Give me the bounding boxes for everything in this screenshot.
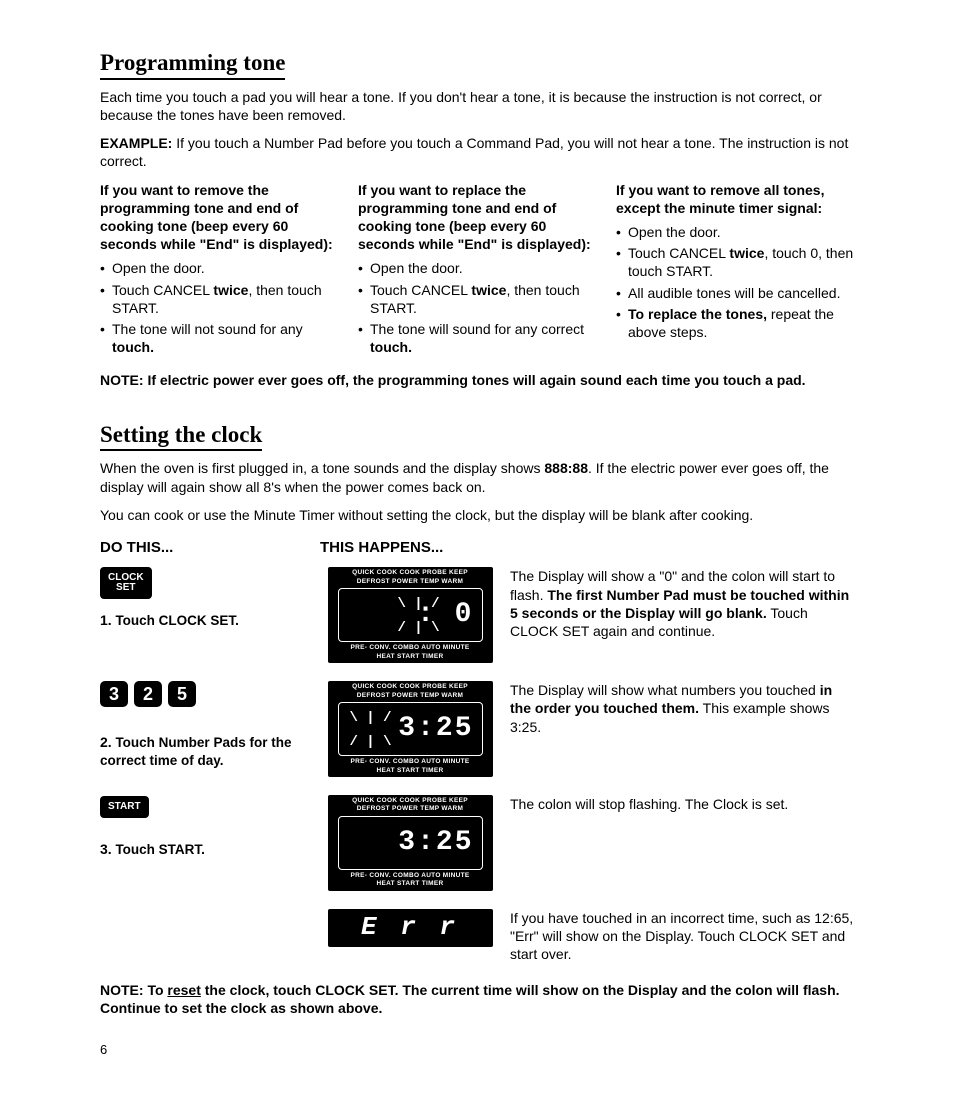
list-item: Open the door. bbox=[616, 223, 854, 241]
step-row-2: 3 2 5 2. Touch Number Pads for the corre… bbox=[100, 681, 854, 777]
col-remove-tone: If you want to remove the programming to… bbox=[100, 181, 338, 360]
col-head: If you want to remove the programming to… bbox=[100, 181, 338, 254]
note-reset: NOTE: To reset the clock, touch CLOCK SE… bbox=[100, 981, 854, 1017]
step-row-1: CLOCK SET 1. Touch CLOCK SET. QUICK COOK… bbox=[100, 567, 854, 663]
intro-paragraph: Each time you touch a pad you will hear … bbox=[100, 88, 854, 124]
col-head: If you want to replace the programming t… bbox=[358, 181, 596, 254]
num-key-3: 3 bbox=[100, 681, 128, 707]
col-replace-tone: If you want to replace the programming t… bbox=[358, 181, 596, 360]
step-2-result: The Display will show what numbers you t… bbox=[500, 681, 854, 736]
section-title-setting-clock: Setting the clock bbox=[100, 420, 262, 452]
do-this-header: DO THIS... bbox=[100, 538, 320, 558]
display-panel: QUICK COOK COOK PROBE KEEP DEFROST POWER… bbox=[328, 567, 493, 663]
note-power-off: NOTE: If electric power ever goes off, t… bbox=[100, 371, 854, 389]
err-display: E r r bbox=[328, 909, 493, 947]
start-key: START bbox=[100, 796, 149, 818]
step-2-text: 2. Touch Number Pads for the correct tim… bbox=[100, 733, 310, 769]
example-text: If you touch a Number Pad before you tou… bbox=[100, 135, 848, 169]
err-text: If you have touched in an incorrect time… bbox=[500, 909, 854, 964]
list-item: Open the door. bbox=[100, 259, 338, 277]
display-panel: QUICK COOK COOK PROBE KEEP DEFROST POWER… bbox=[328, 795, 493, 891]
err-row: E r r If you have touched in an incorrec… bbox=[100, 909, 854, 964]
num-key-2: 2 bbox=[134, 681, 162, 707]
example-label: EXAMPLE: bbox=[100, 135, 172, 151]
list-item: The tone will sound for any correct touc… bbox=[358, 320, 596, 356]
list-item: Touch CANCEL twice, then touch START. bbox=[358, 281, 596, 317]
num-key-5: 5 bbox=[168, 681, 196, 707]
display-panel: QUICK COOK COOK PROBE KEEP DEFROST POWER… bbox=[328, 681, 493, 777]
step-1-result: The Display will show a "0" and the colo… bbox=[500, 567, 854, 640]
clock-intro-1: When the oven is first plugged in, a ton… bbox=[100, 459, 854, 495]
step-1-text: 1. Touch CLOCK SET. bbox=[100, 611, 310, 630]
step-row-3: START 3. Touch START. QUICK COOK COOK PR… bbox=[100, 795, 854, 891]
list-item: To replace the tones, repeat the above s… bbox=[616, 305, 854, 341]
list-item: The tone will not sound for any touch. bbox=[100, 320, 338, 356]
section-title-programming-tone: Programming tone bbox=[100, 48, 285, 80]
example-paragraph: EXAMPLE: If you touch a Number Pad befor… bbox=[100, 134, 854, 170]
col-head: If you want to remove all tones, except … bbox=[616, 181, 854, 217]
this-happens-header: THIS HAPPENS... bbox=[320, 538, 443, 558]
clock-set-key: CLOCK SET bbox=[100, 567, 152, 599]
three-column-instructions: If you want to remove the programming to… bbox=[100, 181, 854, 360]
step-3-result: The colon will stop flashing. The Clock … bbox=[500, 795, 854, 813]
list-item: Touch CANCEL twice, then touch START. bbox=[100, 281, 338, 317]
list-item: Open the door. bbox=[358, 259, 596, 277]
page-number: 6 bbox=[100, 1042, 854, 1059]
step-3-text: 3. Touch START. bbox=[100, 840, 310, 859]
list-item: All audible tones will be cancelled. bbox=[616, 284, 854, 302]
column-headers: DO THIS... THIS HAPPENS... bbox=[100, 538, 854, 558]
list-item: Touch CANCEL twice, touch 0, then touch … bbox=[616, 244, 854, 280]
col-remove-all-tones: If you want to remove all tones, except … bbox=[616, 181, 854, 360]
clock-intro-2: You can cook or use the Minute Timer wit… bbox=[100, 506, 854, 524]
